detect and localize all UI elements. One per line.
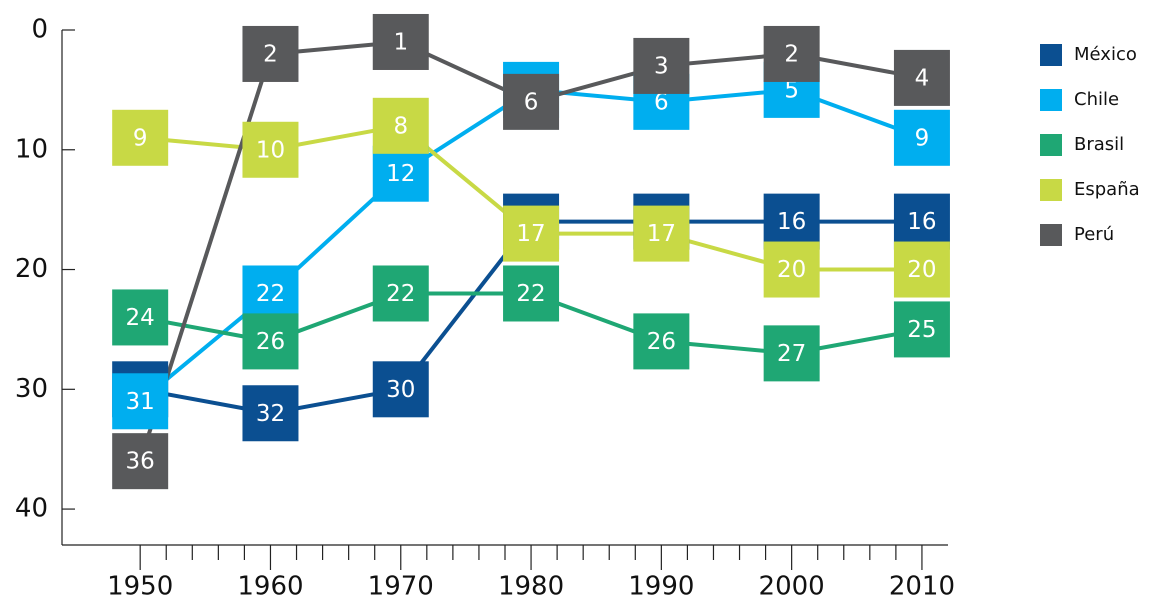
point-box	[503, 265, 560, 322]
x-tick-label: 1960	[237, 572, 303, 602]
data-label: 22	[386, 281, 415, 307]
point-box	[112, 289, 169, 346]
data-label: 25	[907, 317, 936, 343]
legend-swatch	[1040, 89, 1062, 111]
data-label: 6	[524, 89, 539, 115]
point-box	[242, 265, 299, 322]
point-box	[242, 25, 299, 82]
point-box	[242, 313, 299, 370]
data-label: 32	[256, 401, 285, 427]
legend-label: Brasil	[1074, 134, 1124, 155]
data-label: 31	[126, 389, 155, 415]
data-label: 20	[907, 257, 936, 283]
legend-label: Chile	[1074, 89, 1119, 110]
data-label: 9	[915, 125, 930, 151]
legend-swatch	[1040, 44, 1062, 66]
x-tick-label: 1990	[628, 572, 694, 602]
point-box	[242, 121, 299, 178]
data-label: 22	[516, 281, 545, 307]
point-box	[763, 25, 820, 82]
point-box	[893, 193, 950, 250]
data-label: 5	[784, 77, 799, 103]
point-box	[763, 193, 820, 250]
point-box	[372, 265, 429, 322]
data-label: 12	[386, 161, 415, 187]
data-label: 2	[263, 41, 278, 67]
point-box	[112, 109, 169, 166]
data-label: 8	[393, 113, 408, 139]
data-label: 22	[256, 281, 285, 307]
data-label: 4	[915, 65, 930, 91]
data-label: 16	[777, 209, 806, 235]
y-tick-label: 10	[15, 134, 48, 164]
point-box	[503, 205, 560, 262]
point-box	[893, 301, 950, 358]
point-box	[763, 241, 820, 298]
x-tick-label: 2000	[759, 572, 825, 602]
data-label: 9	[133, 125, 148, 151]
x-tick-label: 2010	[889, 572, 955, 602]
y-tick-label: 40	[15, 494, 48, 524]
data-label: 16	[907, 209, 936, 235]
data-label: 30	[386, 377, 415, 403]
data-label: 17	[647, 221, 676, 247]
legend-swatch	[1040, 134, 1062, 156]
data-label: 20	[777, 257, 806, 283]
data-label: 24	[126, 305, 155, 331]
x-tick-label: 1950	[107, 572, 173, 602]
point-box	[633, 313, 690, 370]
x-tick-label: 1970	[368, 572, 434, 602]
x-tick-label: 1980	[498, 572, 564, 602]
legend-label: México	[1074, 44, 1137, 65]
legend-label: Perú	[1074, 224, 1114, 245]
data-label: 36	[126, 449, 155, 475]
legend-swatch	[1040, 224, 1062, 246]
point-box	[893, 241, 950, 298]
data-label: 26	[256, 329, 285, 355]
point-box	[633, 205, 690, 262]
point-box	[372, 361, 429, 418]
point-box	[633, 37, 690, 94]
data-label: 1	[393, 29, 408, 55]
data-label: 17	[516, 221, 545, 247]
y-tick-label: 0	[31, 15, 48, 45]
point-box	[372, 13, 429, 70]
legend-swatch	[1040, 179, 1062, 201]
data-label: 3	[654, 53, 669, 79]
point-box	[372, 145, 429, 202]
data-label: 27	[777, 341, 806, 367]
y-tick-label: 20	[15, 254, 48, 284]
point-box	[112, 433, 169, 490]
point-box	[372, 97, 429, 154]
y-tick-label: 30	[15, 374, 48, 404]
data-label: 10	[256, 137, 285, 163]
point-box	[893, 109, 950, 166]
data-label: 6	[654, 89, 669, 115]
point-box	[242, 385, 299, 442]
data-label: 2	[784, 41, 799, 67]
point-box	[893, 49, 950, 106]
point-box	[112, 373, 169, 430]
point-box	[763, 325, 820, 382]
point-box	[503, 73, 560, 130]
data-label: 26	[647, 329, 676, 355]
legend-label: España	[1074, 179, 1140, 200]
